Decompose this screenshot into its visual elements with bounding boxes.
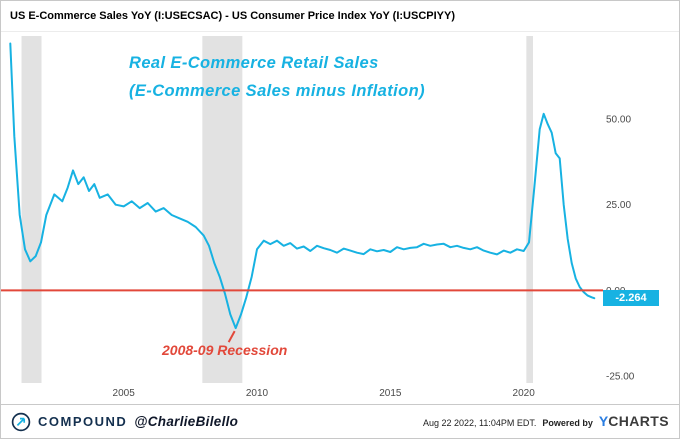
annotation-line1: Real E-Commerce Retail Sales — [129, 54, 379, 72]
brand-name: COMPOUND — [38, 414, 128, 429]
annotation-line2: (E-Commerce Sales minus Inflation) — [129, 82, 425, 100]
last-value-badge: -2.264 — [603, 290, 659, 306]
ycharts-logo: YCHARTS — [599, 413, 669, 431]
timestamp: Aug 22 2022, 11:04PM EDT. — [423, 417, 537, 428]
svg-text:2015: 2015 — [379, 388, 402, 399]
footer-meta-group: Aug 22 2022, 11:04PM EDT. Powered by YCH… — [423, 413, 669, 431]
svg-text:2020: 2020 — [513, 388, 536, 399]
annotation-recession: 2008-09 Recession — [162, 342, 288, 358]
ycharts-logo-text: CHARTS — [608, 412, 669, 429]
twitter-handle: @CharlieBilello — [134, 414, 239, 429]
chart-header: US E-Commerce Sales YoY (I:USECSAC) - US… — [1, 1, 679, 32]
footer: COMPOUND @CharlieBilello Aug 22 2022, 11… — [1, 404, 679, 438]
chart-title: US E-Commerce Sales YoY (I:USECSAC) - US… — [10, 10, 456, 22]
powered-by-label: Powered by — [542, 417, 593, 428]
svg-text:50.00: 50.00 — [606, 114, 631, 125]
compound-logo-icon — [11, 412, 31, 431]
svg-text:2010: 2010 — [246, 388, 269, 399]
svg-text:-25.00: -25.00 — [606, 372, 635, 383]
svg-text:2005: 2005 — [113, 388, 136, 399]
svg-text:25.00: 25.00 — [606, 200, 631, 211]
footer-brand-group: COMPOUND @CharlieBilello — [11, 412, 238, 432]
annotation-real-ecommerce: Real E-Commerce Retail Sales (E-Commerce… — [129, 49, 425, 105]
ycharts-logo-y: Y — [598, 412, 609, 429]
